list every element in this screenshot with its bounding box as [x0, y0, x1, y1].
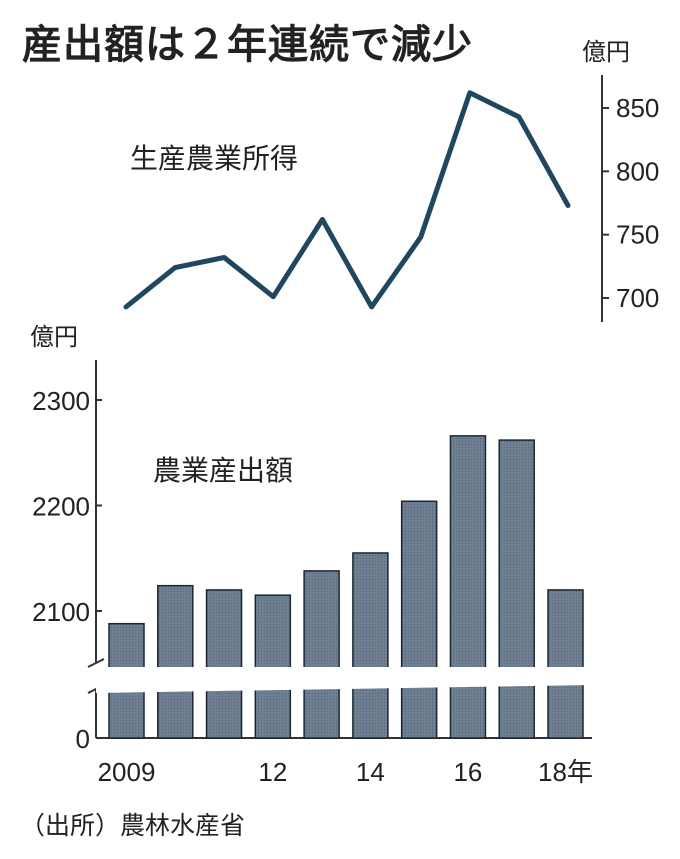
- income-y-unit: 億円: [582, 38, 630, 66]
- axis-break-gap: [96, 667, 592, 693]
- output-bar: [547, 589, 584, 739]
- output-x-tick-label: 16: [453, 757, 482, 787]
- output-x-tick-label: 18年: [538, 757, 593, 787]
- axis-break-mark-top: [87, 658, 105, 668]
- output-bar-chart: 億円 0 2100 2200 2300 2009 12 14 16 18年 農業産出額: [30, 323, 593, 787]
- output-y-unit: 億円: [30, 323, 78, 351]
- output-series-label: 農業産出額: [153, 454, 293, 487]
- income-series-label: 生産農業所得: [130, 142, 298, 175]
- income-series-line: [123, 90, 571, 310]
- output-y-tick-label: 2200: [32, 492, 90, 522]
- output-bar: [157, 584, 194, 739]
- output-bar: [449, 435, 487, 739]
- chart-title: 産出額は２年連続で減少: [22, 22, 473, 68]
- output-x-tick-label: 2009: [98, 757, 156, 787]
- output-bar: [205, 589, 243, 739]
- output-y-tick-label: 0: [76, 724, 90, 754]
- income-y-tick-label: 700: [616, 283, 659, 313]
- output-x-tick-label: 12: [258, 757, 287, 787]
- output-bar: [400, 500, 438, 739]
- income-y-tick-label: 750: [616, 220, 659, 250]
- output-bar: [254, 594, 292, 739]
- output-bar: [498, 439, 535, 739]
- income-y-tick-label: 800: [616, 156, 659, 186]
- income-y-tick-label: 850: [616, 93, 659, 123]
- output-bar: [352, 552, 389, 739]
- output-x-tick-label: 14: [356, 757, 385, 787]
- source-note: （出所）農林水産省: [20, 811, 246, 840]
- output-y-tick-label: 2300: [32, 386, 90, 416]
- output-bar: [303, 570, 340, 739]
- income-line-chart: 億円 生産農業所得 700 750 800 850: [123, 38, 659, 322]
- output-y-tick-label: 2100: [32, 597, 90, 627]
